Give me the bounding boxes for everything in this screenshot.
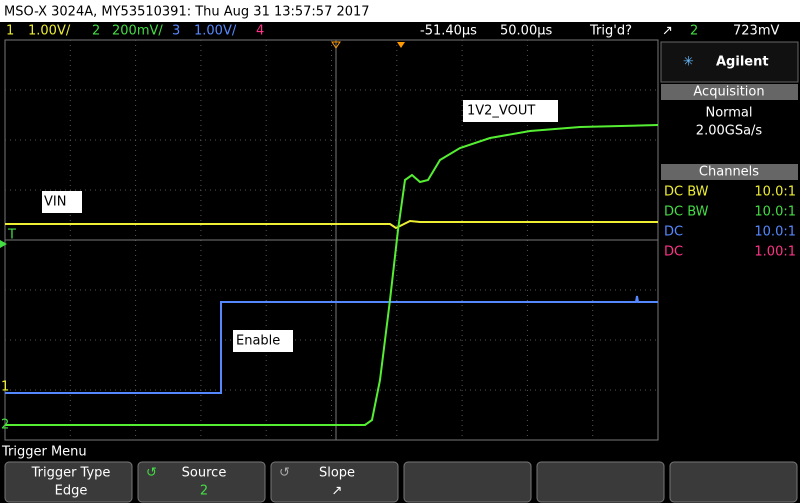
enable-trace xyxy=(5,295,658,394)
vin-trace xyxy=(5,219,658,230)
softkey[interactable] xyxy=(137,461,266,503)
trigger-state: Trig'd? xyxy=(589,24,632,39)
annotation: VIN xyxy=(44,195,66,210)
ch1-marker: 1 xyxy=(1,380,9,395)
title: MSO-X 3024A, MY53510391: Thu Aug 31 13:5… xyxy=(4,5,370,20)
channel-coupling: DC BW xyxy=(664,205,709,220)
ch2-marker: 2 xyxy=(1,418,9,433)
brand: Agilent xyxy=(716,55,769,70)
ch-num: 4 xyxy=(256,24,264,39)
softkey-label: Source xyxy=(182,466,227,481)
ch-scale: 200mV/ xyxy=(112,24,163,39)
acq-mode: Normal xyxy=(705,106,752,121)
logo-star: ✳ xyxy=(683,55,694,70)
channel-probe: 10.0:1 xyxy=(754,185,796,200)
annotation: Enable xyxy=(236,334,280,349)
softkey-label: Slope xyxy=(319,466,355,481)
annotation: 1V2_VOUT xyxy=(467,104,535,119)
softkey-value: 2 xyxy=(200,484,208,499)
panel-heading: Acquisition xyxy=(693,85,764,100)
trigger-level: 723mV xyxy=(733,24,779,39)
softkey[interactable] xyxy=(4,461,133,503)
softkey[interactable] xyxy=(270,461,399,503)
trigger-slope: ↗ xyxy=(662,24,673,39)
softkey xyxy=(536,461,665,503)
trigger-source: 2 xyxy=(690,24,698,39)
ch-num: 3 xyxy=(172,24,180,39)
channel-probe: 10.0:1 xyxy=(754,205,796,220)
trigger-marker: T xyxy=(7,228,16,243)
graticule xyxy=(4,39,659,441)
panel-heading: Channels xyxy=(699,165,759,180)
channel-coupling: DC xyxy=(664,225,683,240)
ch-num: 2 xyxy=(92,24,100,39)
channel-probe: 10.0:1 xyxy=(754,225,796,240)
softkey-label: Trigger Type xyxy=(31,466,111,481)
menu-title: Trigger Menu xyxy=(1,445,87,460)
timebase: 50.00µs xyxy=(500,24,552,39)
ch-scale: 1.00V/ xyxy=(194,24,237,39)
channel-coupling: DC BW xyxy=(664,185,709,200)
ch-num: 1 xyxy=(6,24,14,39)
channel-coupling: DC xyxy=(664,245,683,260)
softkey-value: ↗ xyxy=(332,484,343,499)
acq-rate: 2.00GSa/s xyxy=(696,124,763,139)
channel-probe: 1.00:1 xyxy=(754,245,796,260)
softkey xyxy=(669,461,798,503)
knob-icon: ↺ xyxy=(146,466,157,481)
softkey-value: Edge xyxy=(55,484,88,499)
ch-scale: 1.00V/ xyxy=(28,24,71,39)
delay: -51.40µs xyxy=(420,24,477,39)
knob-icon: ↺ xyxy=(279,466,290,481)
softkey xyxy=(403,461,532,503)
vout-trace xyxy=(5,124,659,426)
